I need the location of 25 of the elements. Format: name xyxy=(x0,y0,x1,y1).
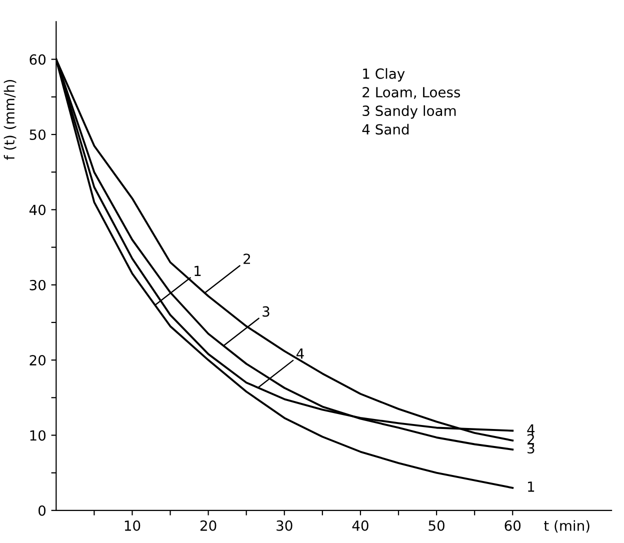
y-tick-label: 20 xyxy=(30,355,46,366)
annotation: 2 Loam, Loess xyxy=(362,86,460,99)
annotation: 2 xyxy=(244,254,250,264)
y-tick-label: 40 xyxy=(29,204,46,216)
annotation: 4 xyxy=(296,348,304,359)
y-tick-label: 50 xyxy=(30,129,46,140)
y-tick-label: 30 xyxy=(30,280,46,290)
y-axis-title: f (t) (mm/h) xyxy=(4,80,16,160)
annotation: 4 xyxy=(527,424,535,435)
annotation: 4 Sand xyxy=(362,124,409,135)
annotation: 3 Sandy loam xyxy=(362,105,456,119)
y-tick-label: 60 xyxy=(30,54,46,65)
annotation: 1 Clay xyxy=(363,68,405,82)
x-tick-label: 40 xyxy=(352,520,368,531)
annotation: 1 xyxy=(528,482,534,492)
x-tick-label: 10 xyxy=(124,520,140,531)
x-tick-label: 30 xyxy=(276,520,292,531)
y-tick-label: 0 xyxy=(38,505,46,516)
annotation: 3 xyxy=(262,306,270,317)
annotation: 1 xyxy=(194,266,201,276)
x-tick-label: 60 xyxy=(504,520,521,531)
y-tick-label: 10 xyxy=(30,430,46,441)
x-axis-title: t (min) xyxy=(544,520,590,533)
x-tick-label: 20 xyxy=(200,520,216,531)
x-tick-label: 50 xyxy=(428,520,444,531)
